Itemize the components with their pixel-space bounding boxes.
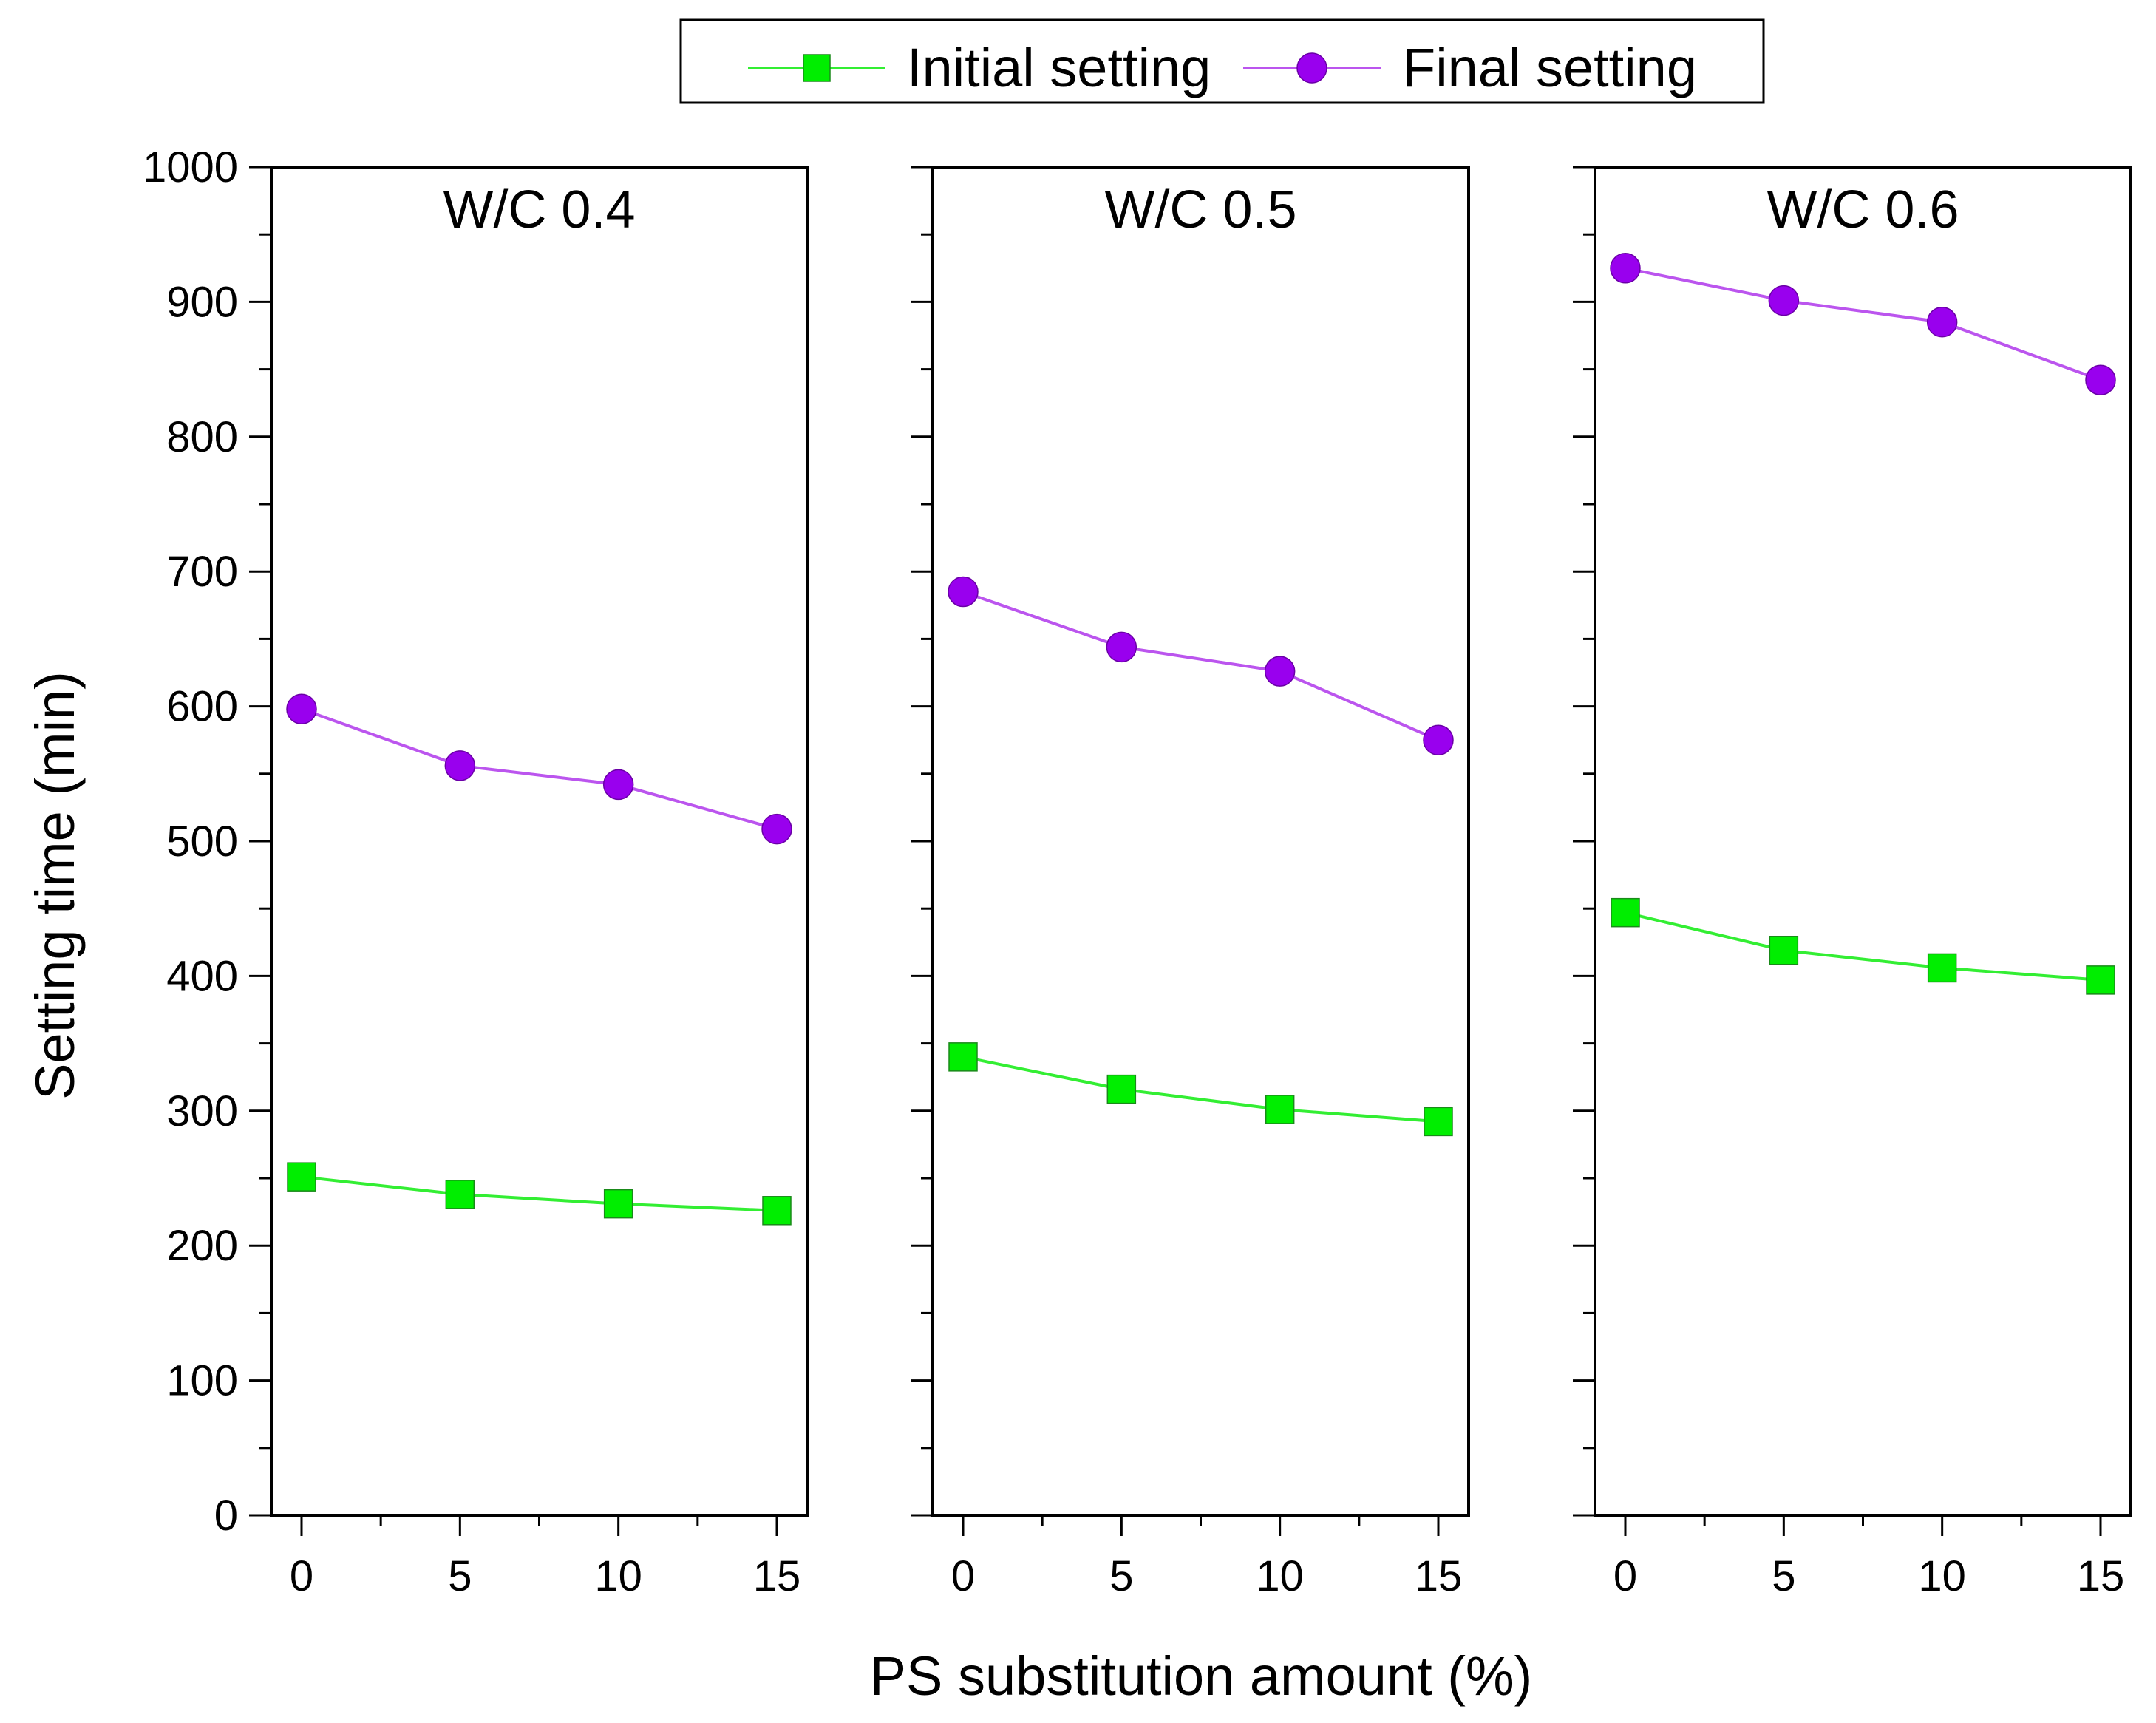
y-tick-label: 300 — [166, 1087, 238, 1135]
initial-setting-line — [1625, 911, 2101, 982]
panel-2: 0 5 10 15 W/C 0.5 — [911, 166, 1470, 1600]
initial-setting-point — [445, 1180, 475, 1209]
x-tick-label: 0 — [290, 1552, 313, 1600]
legend: Initial setting Final setting — [679, 18, 1765, 104]
initial-setting-point — [1769, 935, 1799, 965]
x-tick-label: 10 — [594, 1552, 642, 1600]
initial-setting-point — [1106, 1074, 1137, 1104]
x-tick-label: 5 — [1772, 1552, 1795, 1600]
initial-setting-point — [1424, 1107, 1453, 1137]
initial-setting-line — [301, 1175, 778, 1212]
x-tick-label: 0 — [1613, 1552, 1637, 1600]
panel-1: 0 100 200 300 400 500 600 700 800 900 1000 0 5 10 15 W/… — [143, 143, 809, 1600]
final-setting-point — [1423, 724, 1454, 755]
initial-setting-line — [962, 1055, 1439, 1124]
x-tick-label: 15 — [2077, 1552, 2125, 1600]
initial-setting-point — [1927, 953, 1957, 983]
initial-setting-point — [2086, 965, 2115, 995]
x-tick-label: 15 — [1415, 1552, 1463, 1600]
x-tick-label: 10 — [1918, 1552, 1966, 1600]
y-tick-label: 200 — [166, 1222, 238, 1270]
y-tick-label: 800 — [166, 413, 238, 461]
y-axis-label: Setting time (min) — [24, 671, 86, 1100]
y-tick-label: 900 — [166, 278, 238, 326]
final-setting-point — [286, 693, 317, 724]
final-setting-point — [1106, 631, 1137, 663]
x-tick-label: 5 — [1109, 1552, 1133, 1600]
x-tick-label: 0 — [951, 1552, 975, 1600]
final-setting-point — [1264, 656, 1296, 687]
final-setting-point — [1926, 307, 1958, 338]
panel-title: W/C 0.6 — [1766, 180, 1959, 239]
panel-title: W/C 0.4 — [443, 180, 635, 239]
legend-final-label: Final setting — [1402, 37, 1697, 98]
y-tick-label: 0 — [214, 1492, 238, 1540]
final-setting-point — [444, 750, 476, 781]
legend-initial-marker — [803, 54, 831, 82]
y-tick-label: 500 — [166, 818, 238, 866]
x-tick-label: 5 — [448, 1552, 472, 1600]
initial-setting-point — [1611, 897, 1640, 928]
panel-frame — [270, 166, 809, 1517]
panel-3: 0 5 10 15 W/C 0.6 — [1573, 166, 2132, 1600]
initial-setting-point — [1265, 1095, 1295, 1124]
final-setting-line — [301, 707, 778, 831]
x-axis-label: PS substitution amount (%) — [870, 1645, 1533, 1707]
final-setting-point — [602, 769, 634, 801]
final-setting-point — [1768, 285, 1800, 316]
final-setting-point — [1610, 253, 1641, 284]
initial-setting-point — [603, 1189, 633, 1219]
legend-initial-label: Initial setting — [907, 37, 1211, 98]
panel-frame — [931, 166, 1470, 1517]
legend-final-marker — [1296, 52, 1327, 84]
y-tick-label: 1000 — [143, 143, 238, 191]
final-setting-point — [2085, 364, 2116, 395]
x-tick-label: 15 — [753, 1552, 801, 1600]
legend-box — [679, 18, 1765, 104]
final-setting-line — [1625, 266, 2101, 382]
final-setting-point — [948, 576, 979, 608]
initial-setting-point — [762, 1196, 792, 1226]
x-tick-label: 10 — [1256, 1552, 1304, 1600]
initial-setting-point — [948, 1042, 978, 1072]
y-tick-label: 700 — [166, 548, 238, 596]
panel-title: W/C 0.5 — [1104, 180, 1296, 239]
axis-labels: Setting time (min) PS substitution amoun… — [24, 671, 1532, 1707]
panel-frame — [1594, 166, 2132, 1517]
final-setting-line — [962, 590, 1439, 742]
final-setting-point — [761, 813, 792, 845]
y-tick-label: 100 — [166, 1357, 238, 1405]
y-tick-label: 600 — [166, 683, 238, 731]
initial-setting-point — [287, 1162, 316, 1192]
y-tick-label: 400 — [166, 952, 238, 1000]
